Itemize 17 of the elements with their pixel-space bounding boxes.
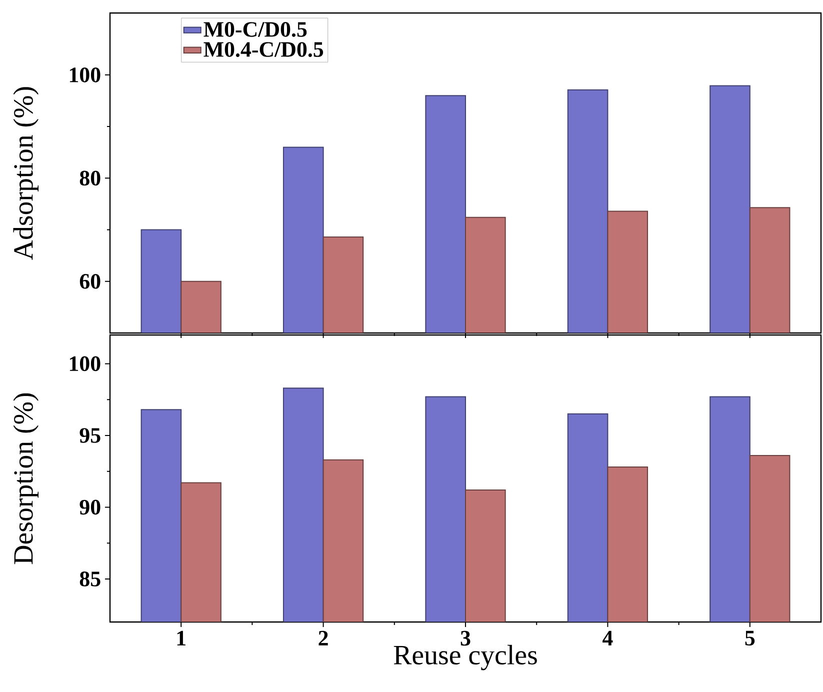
y-tick-label: 100 xyxy=(70,356,100,372)
legend-label: M0.4-C/D0.5 xyxy=(204,42,324,57)
x-tick-label: 1 xyxy=(177,630,186,646)
y-tick-label: 60 xyxy=(80,274,100,289)
y-axis-title: Desorption (%) xyxy=(13,393,39,564)
y-tick-label: 80 xyxy=(80,170,100,186)
x-tick-label: 5 xyxy=(745,630,755,646)
x-tick-label: 3 xyxy=(460,630,470,646)
legend-label: M0-C/D0.5 xyxy=(204,22,307,37)
y-axis-title: Adsorption (%) xyxy=(13,87,39,260)
y-tick-label: 95 xyxy=(80,428,100,443)
y-tick-label: 85 xyxy=(80,572,100,586)
x-tick-label: 2 xyxy=(318,630,328,646)
x-tick-label: 4 xyxy=(602,630,613,646)
y-tick-label: 100 xyxy=(70,68,100,82)
x-axis-title: Reuse cycles xyxy=(394,644,537,670)
y-tick-label: 90 xyxy=(80,500,100,515)
